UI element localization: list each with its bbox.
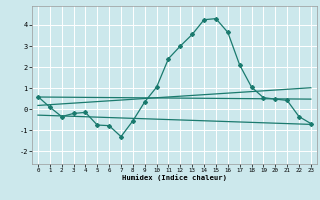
X-axis label: Humidex (Indice chaleur): Humidex (Indice chaleur) <box>122 175 227 181</box>
